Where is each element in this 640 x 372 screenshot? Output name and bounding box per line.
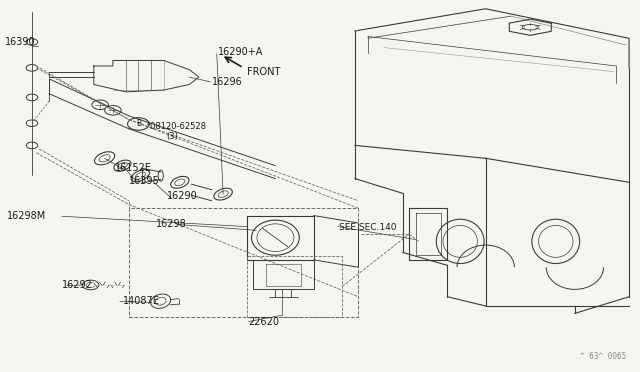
Text: 16296: 16296: [212, 77, 243, 87]
Ellipse shape: [214, 188, 232, 200]
Text: 16292: 16292: [62, 280, 93, 290]
Text: 14087E: 14087E: [122, 296, 159, 306]
Text: 16390: 16390: [4, 37, 35, 47]
Text: B: B: [136, 119, 141, 128]
Circle shape: [92, 100, 108, 110]
Text: 16298M: 16298M: [6, 211, 45, 221]
Circle shape: [26, 142, 38, 149]
Text: 16290+A: 16290+A: [218, 47, 264, 57]
Ellipse shape: [171, 176, 189, 188]
Text: (3): (3): [166, 132, 178, 141]
Ellipse shape: [95, 152, 115, 165]
Text: ^ 63^ 0065: ^ 63^ 0065: [580, 352, 626, 361]
Text: °08120-62528: °08120-62528: [147, 122, 207, 131]
Text: SEE SEC.140: SEE SEC.140: [339, 223, 397, 232]
Text: 22620: 22620: [248, 317, 280, 327]
Circle shape: [26, 39, 38, 45]
Circle shape: [83, 280, 99, 290]
Circle shape: [26, 94, 38, 101]
Ellipse shape: [131, 170, 150, 182]
Text: 16290: 16290: [167, 191, 198, 201]
Ellipse shape: [114, 160, 131, 171]
Ellipse shape: [150, 294, 171, 308]
Circle shape: [26, 64, 38, 71]
Circle shape: [127, 118, 149, 130]
Text: 16395: 16395: [129, 176, 159, 186]
Text: FRONT: FRONT: [246, 67, 280, 77]
Circle shape: [26, 120, 38, 126]
Circle shape: [104, 106, 121, 115]
Text: 16298: 16298: [156, 219, 187, 229]
Ellipse shape: [252, 220, 300, 255]
Text: 16152E: 16152E: [115, 163, 152, 173]
Ellipse shape: [158, 170, 163, 181]
